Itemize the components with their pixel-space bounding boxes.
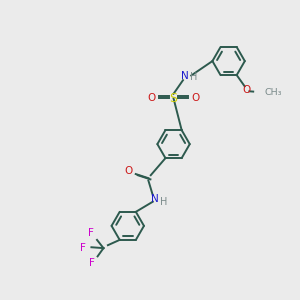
Text: F: F — [89, 258, 94, 268]
Text: O: O — [242, 85, 250, 95]
Text: N: N — [151, 194, 159, 204]
Text: O: O — [148, 94, 156, 103]
Text: S: S — [169, 92, 178, 105]
Text: O: O — [191, 94, 200, 103]
Text: F: F — [88, 228, 94, 239]
Text: F: F — [80, 242, 86, 253]
Text: N: N — [181, 70, 189, 80]
Text: CH₃: CH₃ — [264, 88, 282, 97]
Text: O: O — [124, 166, 133, 176]
Text: H: H — [160, 197, 168, 207]
Text: H: H — [190, 72, 197, 82]
